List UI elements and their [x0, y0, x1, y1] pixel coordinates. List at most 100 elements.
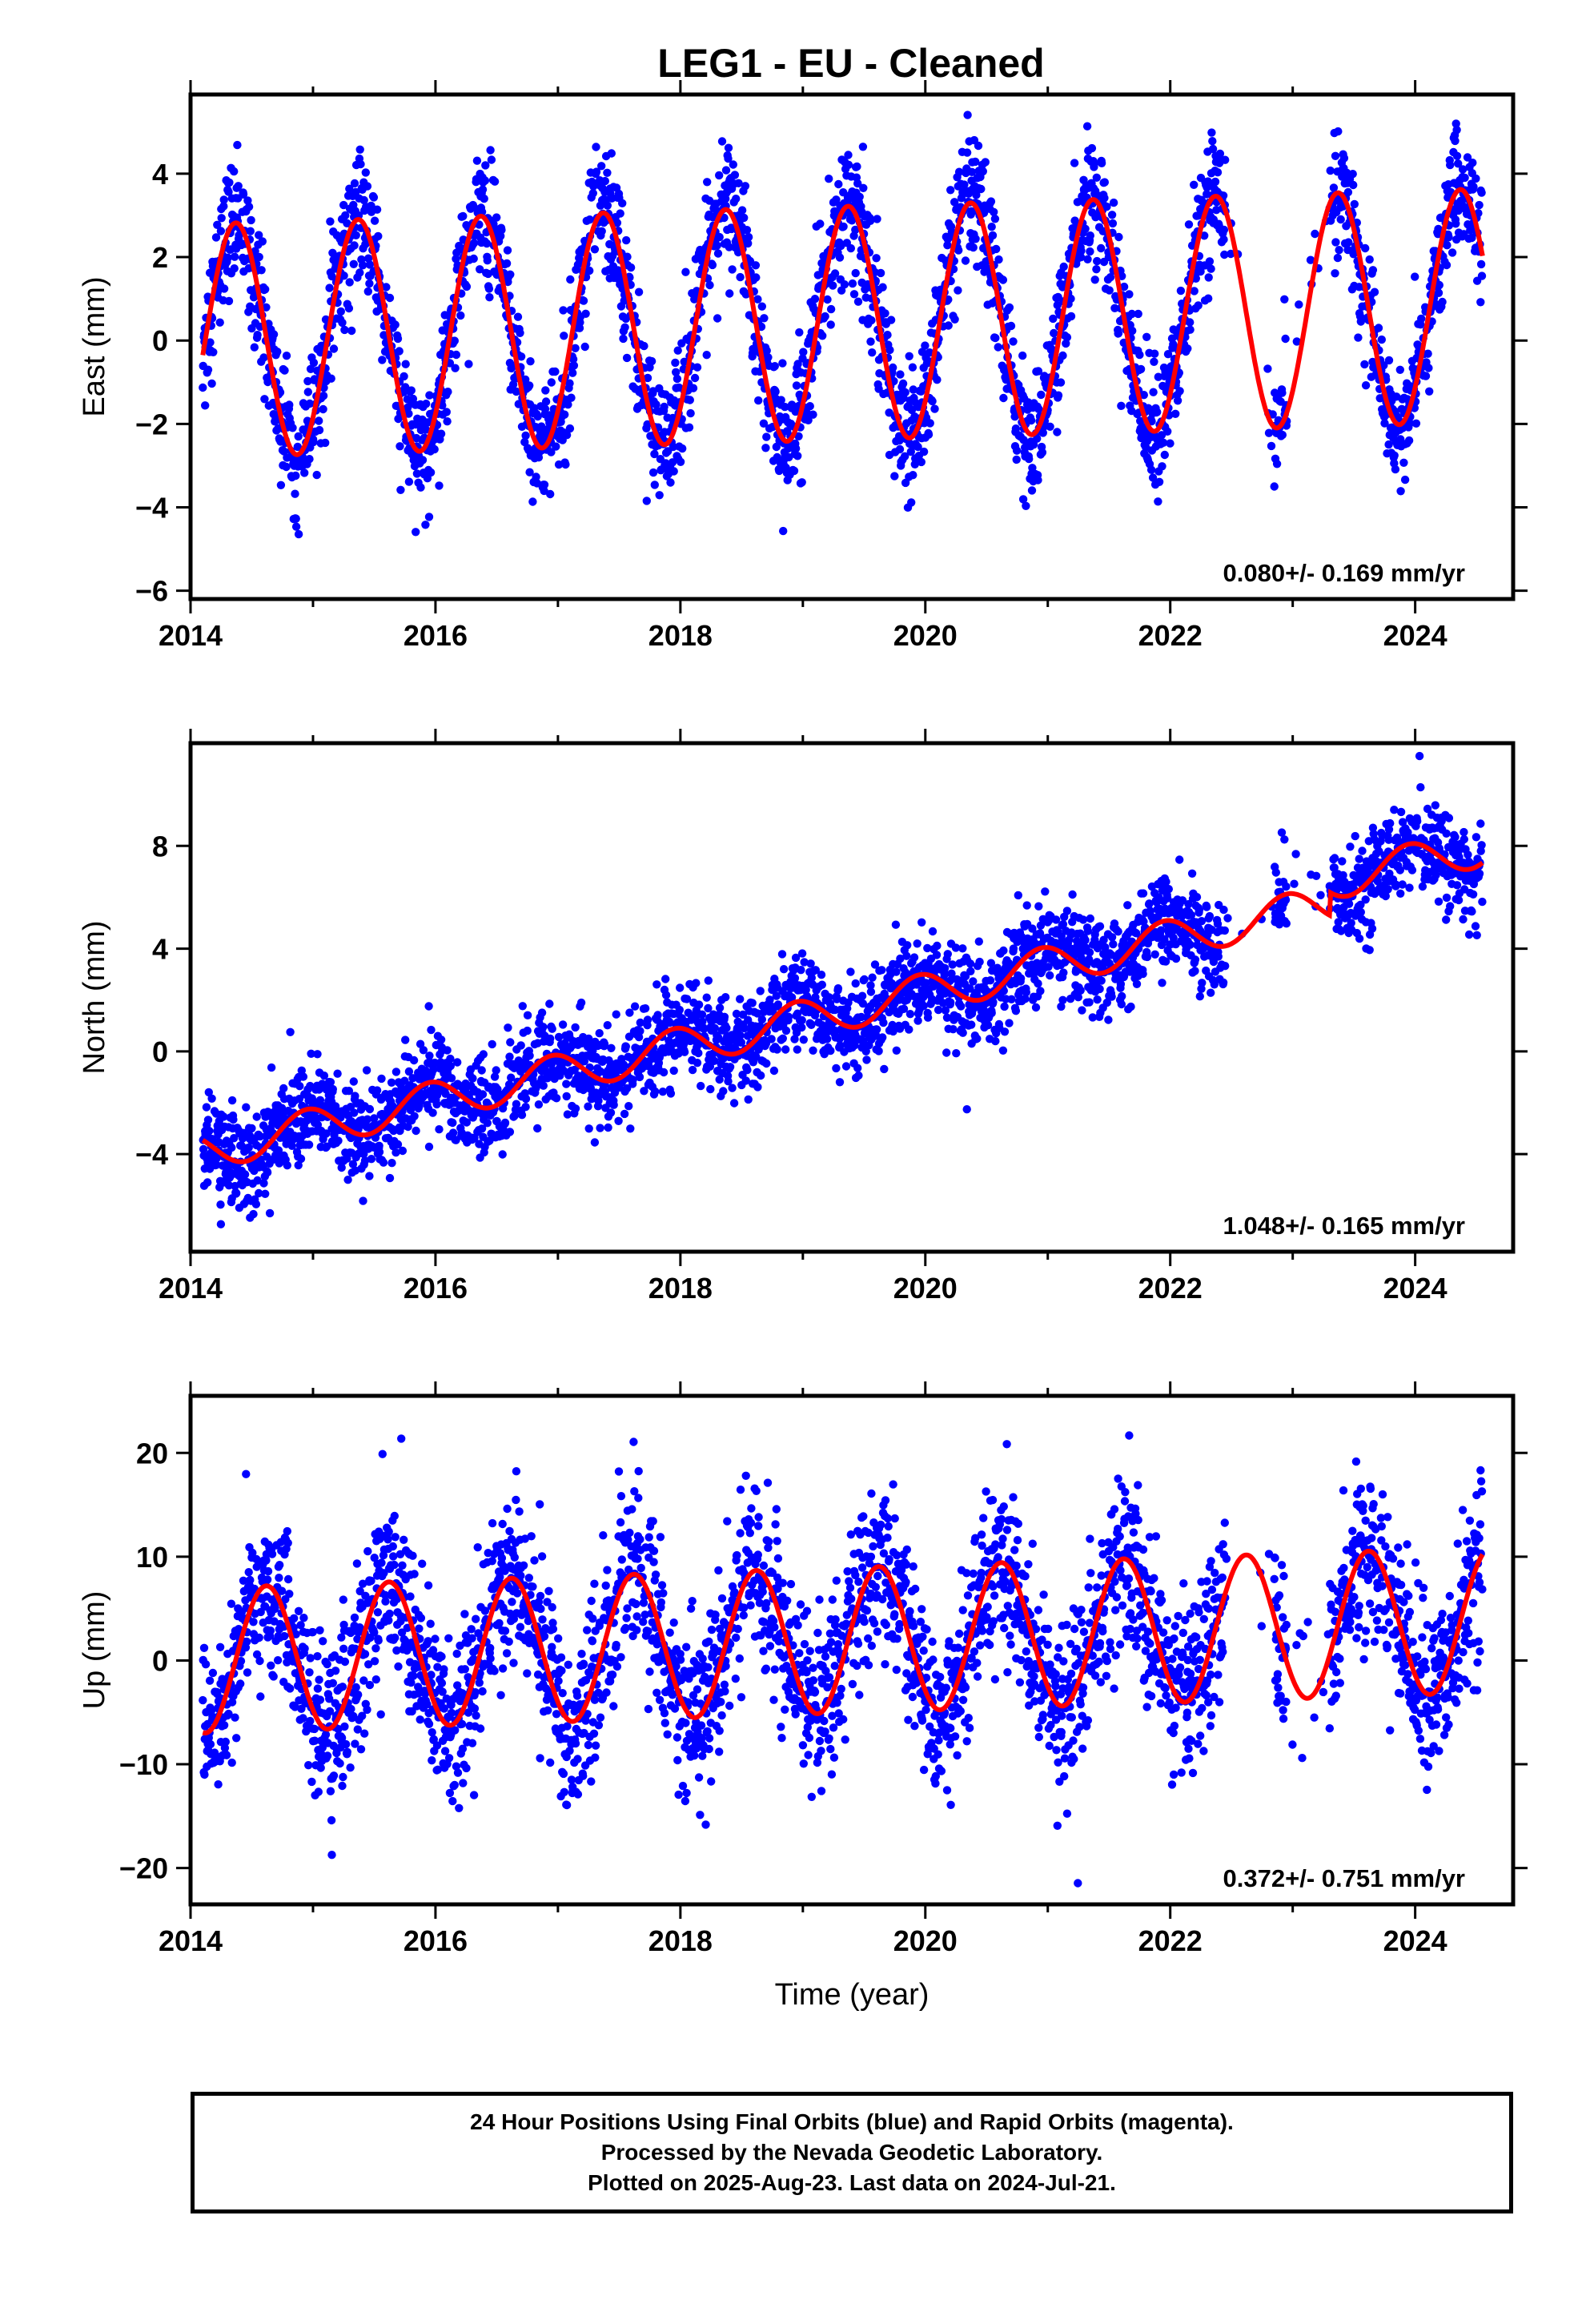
east-data-point: [540, 480, 549, 489]
east-data-point: [282, 352, 291, 360]
north-data-point: [942, 1013, 952, 1023]
north-data-point: [967, 1020, 976, 1029]
east-data-point: [293, 442, 302, 452]
east-data-point: [954, 246, 963, 255]
north-data-point: [635, 1072, 644, 1082]
east-data-point: [764, 353, 773, 362]
north-data-point: [216, 1200, 225, 1209]
east-data-point: [305, 399, 315, 408]
east-data-point: [1018, 495, 1028, 504]
east-data-point: [541, 386, 550, 395]
east-data-point: [686, 408, 695, 418]
east-data-point: [424, 513, 434, 521]
east-data-point: [541, 397, 551, 406]
north-data-point: [923, 943, 932, 953]
east-data-point: [259, 353, 268, 362]
east-data-point: [752, 273, 761, 282]
east-data-point: [1306, 255, 1315, 264]
north-data-point: [857, 1012, 866, 1022]
east-data-point: [729, 160, 737, 169]
east-data-point: [771, 388, 780, 396]
north-data-point: [375, 1148, 384, 1156]
east-data-point: [1076, 253, 1086, 262]
east-data-point: [315, 416, 323, 425]
north-data-point: [533, 1124, 542, 1133]
east-data-point: [319, 404, 327, 414]
north-data-point: [859, 1036, 868, 1046]
east-data-point: [503, 246, 512, 255]
east-data-point: [416, 483, 425, 492]
east-data-point: [886, 316, 896, 324]
east-data-point: [868, 348, 877, 357]
east-data-point: [1434, 288, 1443, 297]
east-data-point: [647, 356, 656, 366]
east-data-point: [291, 522, 301, 531]
east-data-point: [1171, 409, 1180, 418]
east-data-point: [917, 457, 926, 467]
east-data-point: [291, 489, 299, 498]
east-data-point: [279, 447, 288, 456]
east-data-point: [760, 314, 769, 323]
north-data-point: [799, 1035, 808, 1044]
east-data-point: [303, 376, 312, 386]
north-data-point: [202, 1103, 211, 1112]
east-data-point: [469, 254, 478, 263]
east-data-point: [713, 314, 722, 323]
north-data-point: [600, 1039, 609, 1048]
east-data-point: [592, 167, 601, 176]
east-data-point: [382, 283, 391, 292]
east-data-point: [762, 346, 771, 356]
north-data-point: [643, 1015, 652, 1024]
east-data-point: [1405, 419, 1415, 428]
north-data-point: [1000, 1027, 1010, 1036]
east-data-point: [905, 352, 913, 360]
east-data-point: [834, 179, 843, 189]
east-data-point: [1028, 464, 1037, 472]
north-data-point: [826, 1046, 835, 1055]
east-data-point: [294, 529, 303, 539]
north-data-point: [609, 1100, 618, 1109]
north-data-point: [961, 971, 970, 981]
east-data-point: [693, 363, 702, 372]
north-data-point: [313, 1050, 322, 1059]
east-data-point: [1421, 372, 1431, 380]
east-data-point: [516, 352, 526, 361]
east-data-point: [425, 391, 434, 400]
east-data-point: [642, 497, 651, 505]
north-data-point: [919, 1001, 928, 1011]
east-data-point: [1270, 482, 1279, 491]
east-data-point: [219, 195, 228, 204]
east-data-point: [201, 401, 210, 410]
east-data-point: [816, 219, 825, 228]
north-data-point: [490, 1072, 500, 1081]
east-data-point: [243, 196, 252, 205]
north-data-point: [966, 967, 975, 976]
north-data-point: [877, 966, 886, 975]
north-data-point: [874, 1047, 883, 1055]
east-data-point: [742, 226, 752, 235]
north-data-point: [710, 1023, 719, 1033]
east-data-point: [1114, 329, 1123, 338]
north-data-point: [923, 1013, 933, 1022]
north-data-point: [349, 1077, 358, 1086]
east-data-point: [896, 370, 905, 379]
east-data-point: [1452, 219, 1460, 228]
north-data-point: [375, 1141, 383, 1151]
east-data-point: [349, 259, 358, 268]
east-data-point: [262, 303, 271, 312]
east-data-point: [513, 312, 523, 321]
north-data-point: [255, 1132, 265, 1141]
east-data-point: [740, 213, 749, 223]
east-data-point: [230, 167, 239, 176]
north-data-point: [398, 1146, 408, 1156]
east-data-point: [895, 444, 905, 454]
north-data-point: [584, 1102, 592, 1111]
north-data-point: [521, 1094, 531, 1104]
east-data-point: [234, 182, 243, 191]
east-data-point: [350, 179, 359, 188]
north-data-point: [584, 1124, 593, 1133]
east-data-point: [309, 358, 319, 368]
north-data-point: [983, 1021, 993, 1030]
north-data-point: [249, 1209, 258, 1219]
east-data-point: [878, 283, 887, 292]
